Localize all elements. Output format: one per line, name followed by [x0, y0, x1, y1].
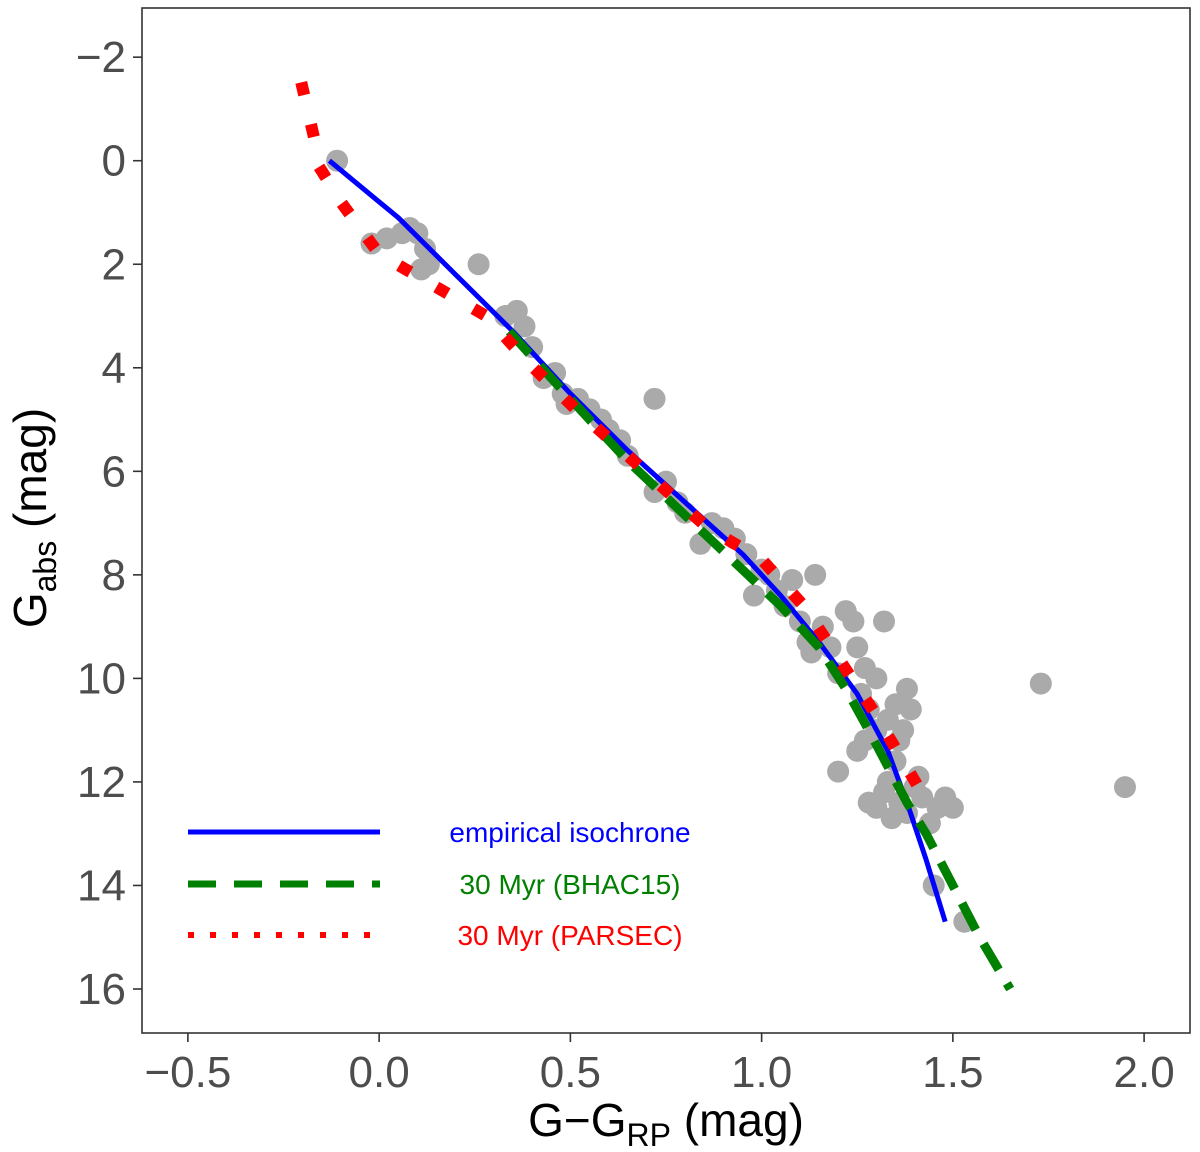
scatter-point [326, 149, 349, 172]
y-tick-label: −2 [76, 33, 126, 82]
scatter-point [417, 253, 440, 276]
y-tick-label: 8 [102, 551, 126, 600]
series-line-2 [295, 81, 942, 822]
series-lines [295, 81, 1015, 992]
legend-label-parsec: 30 Myr (PARSEC) [457, 920, 682, 951]
y-tick-label: 2 [102, 240, 126, 289]
scatter-point [804, 563, 827, 586]
scatter-point [1029, 672, 1052, 695]
x-axis-title-unit: (mag) [671, 1094, 804, 1146]
x-tick-label: −0.5 [144, 1048, 231, 1097]
x-tick-label: 0.5 [540, 1048, 601, 1097]
x-tick-label: 1.0 [731, 1048, 792, 1097]
legend: empirical isochrone 30 Myr (BHAC15) 30 M… [188, 817, 691, 951]
scatter-point [876, 770, 899, 793]
axes: −0.5 0.0 0.5 1.0 1.5 2.0 −2 0 2 4 6 8 10 12 14 16 [76, 33, 1175, 1097]
scatter-point [865, 667, 888, 690]
y-axis-title-main: G [4, 592, 56, 628]
scatter-point [842, 610, 865, 633]
y-axis-title-sub: abs [27, 541, 63, 593]
y-tick-label: 16 [77, 965, 126, 1014]
series-line-1 [505, 328, 1015, 992]
scatter-point [643, 387, 666, 410]
scatter-point [827, 760, 850, 783]
scatter-point [895, 677, 918, 700]
scatter-point [742, 584, 765, 607]
scatter-point [1113, 776, 1136, 799]
x-axis-title-sub: RP [627, 1117, 671, 1152]
y-tick-label: 6 [102, 447, 126, 496]
scatter-point [941, 796, 964, 819]
y-axis-title-unit: (mag) [4, 408, 56, 541]
scatter-point [467, 253, 490, 276]
x-tick-label: 1.5 [922, 1048, 983, 1097]
x-axis-title: G−GRP (mag) [528, 1094, 804, 1152]
scatter-point [846, 636, 869, 659]
plot-panel-border [141, 7, 1191, 1034]
y-tick-label: 14 [77, 861, 126, 910]
x-axis-title-main: G−G [528, 1094, 626, 1146]
scatter-point [899, 698, 922, 721]
scatter-point [781, 569, 804, 592]
y-tick-label: 4 [102, 344, 126, 393]
scatter-point [873, 610, 896, 633]
scatter-point [853, 729, 876, 752]
y-tick-label: 0 [102, 137, 126, 186]
legend-label-empirical: empirical isochrone [449, 817, 690, 848]
scatter-point [513, 315, 536, 338]
x-tick-label: 0.0 [349, 1048, 410, 1097]
legend-label-bhac15: 30 Myr (BHAC15) [460, 869, 681, 900]
scatter-point [735, 543, 758, 566]
y-tick-label: 10 [77, 654, 126, 703]
scatter-point [892, 719, 915, 742]
y-tick-label: 12 [77, 758, 126, 807]
y-axis-title: Gabs (mag) [4, 408, 63, 628]
x-tick-label: 2.0 [1114, 1048, 1175, 1097]
